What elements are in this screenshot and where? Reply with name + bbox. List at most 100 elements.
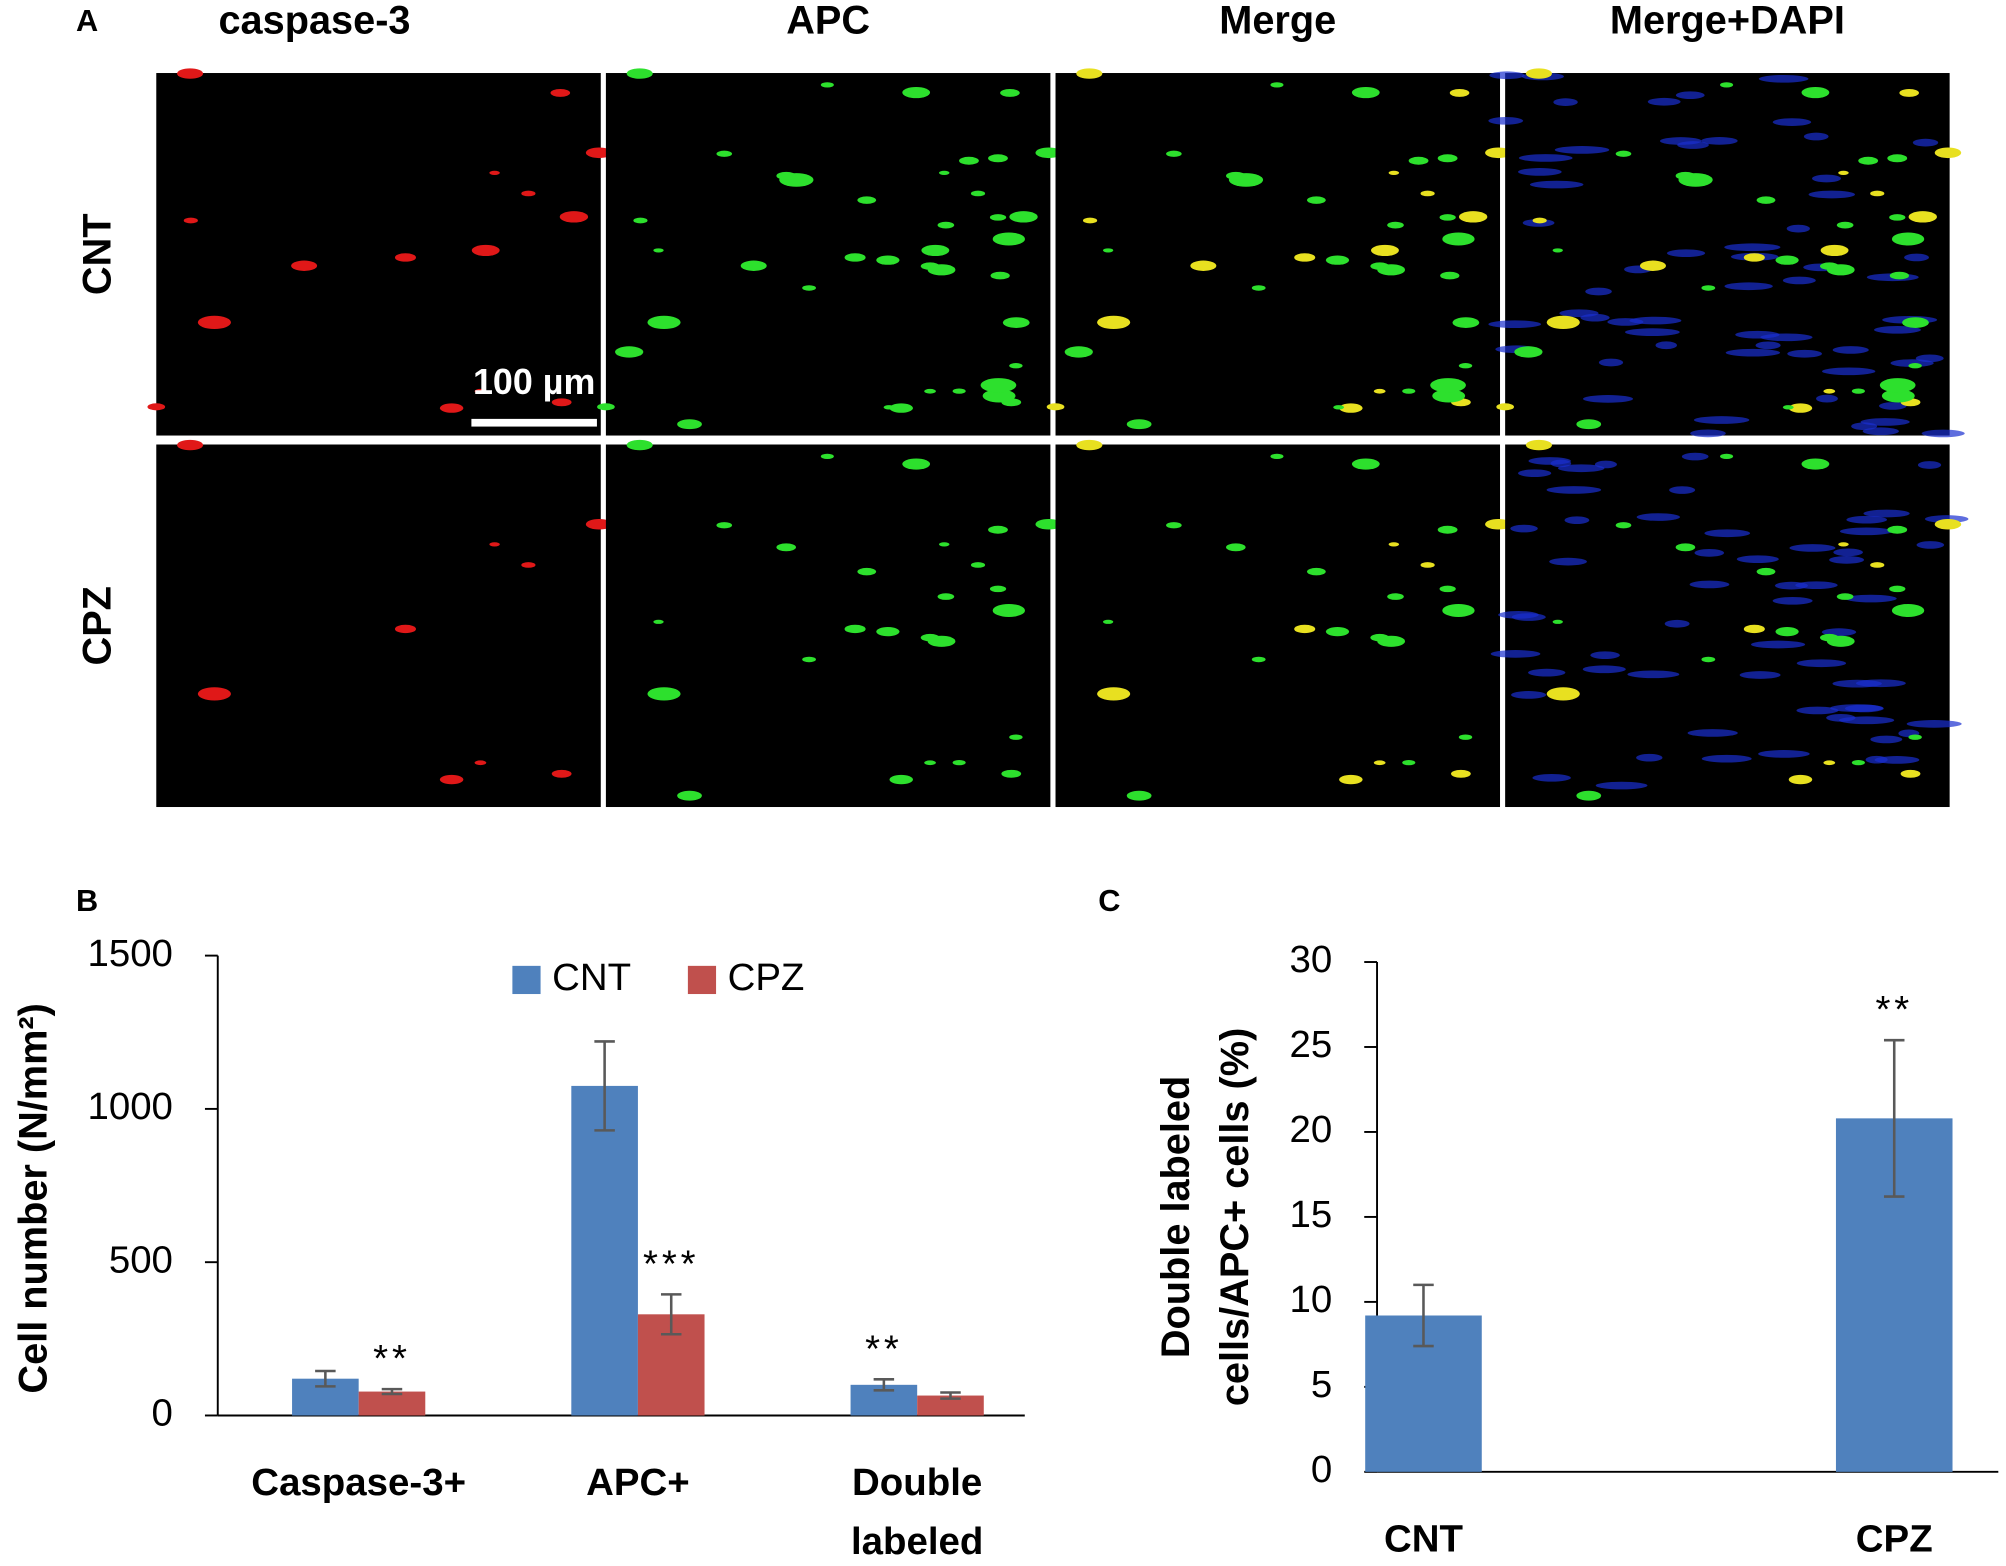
cell-spot <box>1402 760 1416 766</box>
significance: *** <box>643 1242 699 1285</box>
micrograph-bg <box>1055 73 1501 436</box>
cell-spot <box>924 760 936 766</box>
cell-spot <box>1891 232 1925 246</box>
cell-spot <box>1934 147 1962 159</box>
cell-spot <box>776 171 796 180</box>
x-tick-label: CPZ <box>1855 1517 1933 1561</box>
cell-spot <box>653 619 664 624</box>
cell-spot <box>876 627 900 637</box>
significance: ** <box>373 1337 411 1380</box>
dapi-spot <box>1701 754 1752 763</box>
dapi-spot <box>1755 341 1781 350</box>
cell-spot <box>1879 378 1916 393</box>
dapi-spot <box>1687 729 1738 737</box>
dapi-spot <box>1725 348 1781 357</box>
cell-spot <box>1064 346 1093 358</box>
cell-spot <box>1836 593 1854 600</box>
cell-spot <box>1009 734 1023 740</box>
y-tick-label: 25 <box>1289 1023 1332 1066</box>
dapi-spot <box>1528 668 1566 677</box>
cell-spot <box>615 346 644 358</box>
dapi-spot <box>1510 524 1538 533</box>
cell-spot <box>550 88 571 97</box>
cell-spot <box>1442 604 1475 617</box>
cell-spot <box>1891 604 1925 617</box>
dapi-spot <box>1816 394 1838 403</box>
micrograph-bg <box>1505 444 1950 808</box>
y-tick-label: 0 <box>152 1392 173 1435</box>
cell-spot <box>597 403 615 411</box>
x-tick-label-box: Double labeled <box>851 1462 983 1563</box>
dapi-spot <box>1511 613 1546 621</box>
significance: ** <box>865 1327 903 1370</box>
cell-spot <box>197 687 231 701</box>
legend-label: CPZ <box>728 956 805 999</box>
cell-spot <box>844 253 866 262</box>
cell-spot <box>1496 403 1514 411</box>
dapi-spot <box>1675 91 1705 100</box>
cell-spot <box>876 255 900 265</box>
y-tick-label: 1000 <box>87 1085 172 1128</box>
dapi-spot <box>1750 640 1806 649</box>
cell-spot <box>489 170 500 175</box>
error-bar <box>1883 1038 1905 1198</box>
cell-spot <box>952 760 966 766</box>
cell-spot <box>802 656 816 663</box>
cell-spot <box>1097 687 1131 701</box>
cell-spot <box>1485 518 1512 530</box>
dapi-spot <box>1724 243 1781 252</box>
cell-spot <box>990 271 1010 280</box>
cell-spot <box>521 562 536 568</box>
cell-spot <box>1388 542 1400 547</box>
cell-spot <box>1899 88 1919 97</box>
cell-spot <box>1836 221 1854 229</box>
y-axis-label: cells/APC+ cells (%) <box>1213 1028 1257 1406</box>
dapi-spot <box>1874 756 1920 764</box>
y-tick-label: 10 <box>1289 1278 1332 1321</box>
cell-spot <box>1615 150 1632 157</box>
dapi-spot <box>1585 287 1612 296</box>
cell-spot <box>1294 624 1316 634</box>
dapi-spot <box>1625 328 1680 336</box>
dapi-spot <box>1546 486 1602 494</box>
dapi-spot <box>1789 544 1836 552</box>
cell-spot <box>677 419 702 430</box>
cell-spot <box>1826 635 1855 647</box>
dapi-spot <box>1772 118 1812 126</box>
cell-spot <box>1801 458 1830 470</box>
cell-spot <box>1902 317 1929 328</box>
dapi-spot <box>1904 253 1929 262</box>
bar <box>358 1391 426 1416</box>
dapi-spot <box>1550 459 1572 468</box>
cell-spot <box>1102 248 1114 253</box>
cell-spot <box>1775 627 1799 637</box>
cell-spot <box>1552 248 1563 253</box>
cell-spot <box>1908 363 1922 369</box>
cell-spot <box>802 285 816 291</box>
dapi-spot <box>1629 316 1682 325</box>
significance: ** <box>1875 988 1913 1031</box>
cell-spot <box>626 439 653 451</box>
cell-spot <box>1333 405 1345 410</box>
cell-spot <box>1097 315 1131 330</box>
cell-spot <box>1439 214 1456 221</box>
legend-swatch <box>512 965 541 995</box>
scale-bar <box>471 418 597 427</box>
error-bar <box>873 1378 895 1392</box>
dapi-spot <box>1489 71 1525 80</box>
dapi-spot <box>1647 97 1681 106</box>
dapi-spot <box>1916 541 1945 549</box>
cell-spot <box>1908 734 1922 740</box>
cell-spot <box>1377 635 1406 647</box>
dapi-spot <box>1862 427 1899 436</box>
dapi-spot <box>1529 180 1584 189</box>
cell-spot <box>1387 221 1404 229</box>
dapi-spot <box>1812 174 1841 183</box>
y-tick-label: 5 <box>1311 1363 1332 1406</box>
y-tick-label: 30 <box>1289 938 1332 981</box>
cell-spot <box>1270 82 1284 88</box>
cell-spot <box>1889 271 1910 280</box>
x-tick-label: CNT <box>1383 1517 1463 1561</box>
cell-spot <box>1823 760 1836 766</box>
